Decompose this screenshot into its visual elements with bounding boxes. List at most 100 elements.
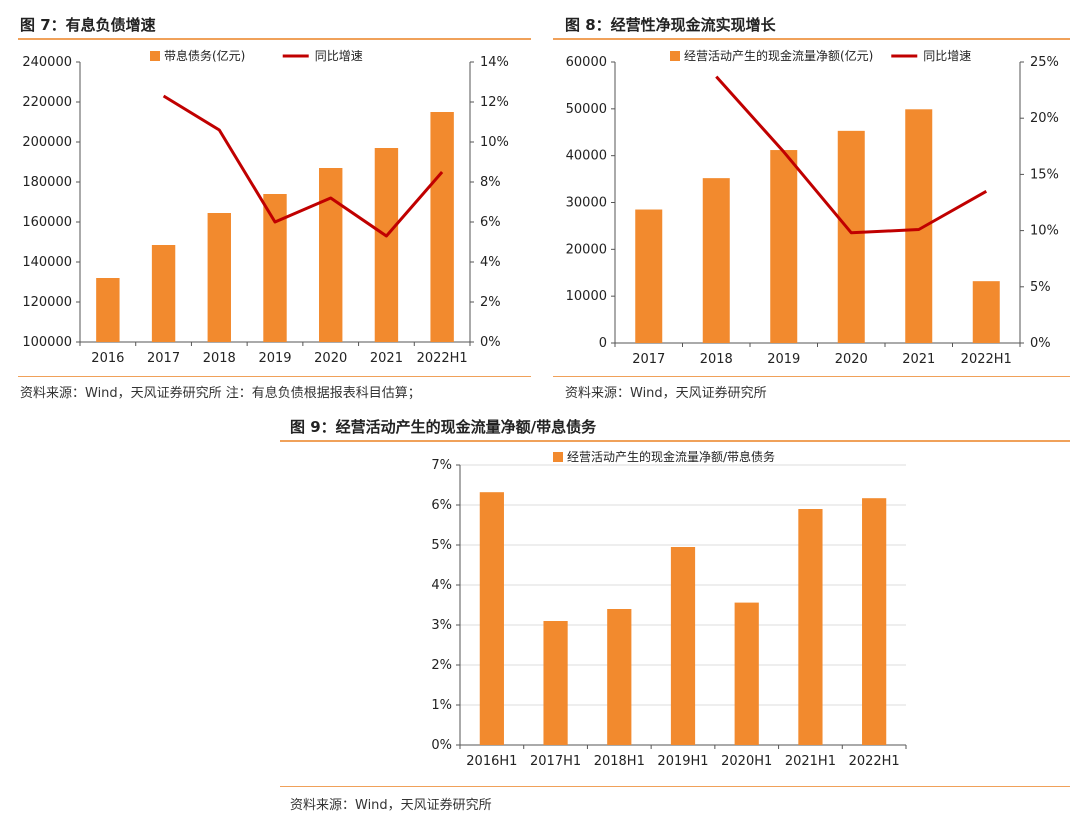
fig8-y-tick-label: 60000 — [566, 55, 607, 70]
fig9-y-tick-label: 7% — [431, 458, 452, 473]
fig7-y2-tick-label: 2% — [480, 295, 501, 310]
fig8-y-tick-label: 50000 — [566, 102, 607, 117]
fig8-growth-line — [715, 75, 988, 235]
fig8-x-tick-label: 2019 — [767, 352, 800, 367]
fig9-x-tick-label: 2018H1 — [594, 754, 645, 769]
fig9-chart: 0% 1% 2% 3% 4% 5% 6% 7% 2016H1 2017H1 2018H1 2019H1… — [431, 449, 907, 769]
fig7-source-note: 资料来源：Wind，天风证券研究所 注：有息负债根据报表科目估算； — [20, 386, 421, 401]
fig7-bottom-rule — [18, 376, 531, 377]
fig8-x-tick-label: 2018 — [700, 352, 733, 367]
fig9-y-tick-label: 6% — [431, 498, 452, 513]
fig8-source-note: 资料来源：Wind，天风证券研究所 — [565, 386, 767, 401]
fig7-y2-tick-label: 14% — [480, 55, 509, 70]
fig8-bottom-rule — [553, 376, 1070, 377]
fig9-x-tick-label: 2017H1 — [530, 754, 581, 769]
fig7-bar — [319, 168, 343, 342]
fig7-y2-tick-label: 10% — [480, 135, 509, 150]
fig7-bar — [263, 194, 287, 342]
fig9-x-tick-label: 2022H1 — [849, 754, 900, 769]
fig9-source-note: 资料来源：Wind，天风证券研究所 — [290, 798, 492, 813]
fig7-bar — [430, 112, 454, 342]
fig7-title-rule — [18, 38, 531, 40]
fig9-bottom-rule — [280, 786, 1070, 787]
fig8-legend-label: 同比增速 — [923, 49, 971, 63]
fig7-y-tick-label: 220000 — [22, 95, 72, 110]
fig8-y2-tick-label: 10% — [1030, 224, 1059, 239]
fig9-legend-bar-swatch — [553, 452, 563, 462]
fig8-y2-tick-label: 20% — [1030, 111, 1059, 126]
fig7-legend-label: 带息债务(亿元) — [164, 48, 245, 63]
fig8-legend-label: 经营活动产生的现金流量净额(亿元) — [684, 48, 873, 63]
fig7-bar — [374, 148, 399, 342]
fig8-title-rule — [553, 38, 1070, 40]
fig9-bar — [862, 498, 887, 745]
fig8-bar — [905, 109, 933, 343]
fig7-bar — [207, 213, 231, 342]
fig9-y-tick-label: 1% — [431, 698, 452, 713]
fig9-legend-label: 经营活动产生的现金流量净额/带息债务 — [567, 449, 775, 464]
fig7-y2-tick-label: 4% — [480, 255, 501, 270]
fig8-y-tick-label: 40000 — [566, 149, 607, 164]
fig9-bar — [479, 492, 504, 745]
fig7-y2-tick-label: 12% — [480, 95, 509, 110]
fig7-y-tick-label: 160000 — [22, 215, 72, 230]
fig8-y-tick-label: 30000 — [566, 196, 607, 211]
fig8-y-tick-label: 10000 — [566, 289, 607, 304]
fig7-y2-tick-label: 8% — [480, 175, 501, 190]
fig7-y-tick-label: 200000 — [22, 135, 72, 150]
fig7-x-tick-label: 2018 — [203, 351, 236, 366]
fig7-x-tick-label: 2019 — [258, 351, 291, 366]
fig7-title: 图 7：有息负债增速 — [20, 16, 156, 34]
fig9-y-tick-label: 0% — [431, 738, 452, 753]
fig9-x-tick-label: 2020H1 — [721, 754, 772, 769]
fig8-chart: 0 10000 20000 30000 40000 50000 60000 2017 2018 2… — [566, 48, 1059, 367]
fig7-x-tick-label: 2021 — [370, 351, 403, 366]
fig9-title-rule — [280, 440, 1070, 442]
fig7-y2-tick-label: 6% — [480, 215, 501, 230]
fig7-y2-tick-label: 0% — [480, 335, 501, 350]
fig9-y-tick-label: 4% — [431, 578, 452, 593]
fig9-bar — [607, 609, 632, 745]
fig9-title: 图 9：经营活动产生的现金流量净额/带息债务 — [290, 418, 597, 436]
fig9-bar — [543, 621, 568, 745]
fig9-bar — [670, 547, 696, 745]
fig8-bar — [635, 209, 663, 343]
fig7-x-tick-label: 2017 — [147, 351, 180, 366]
fig8-x-tick-label: 2021 — [902, 352, 935, 367]
fig8-y2-tick-label: 0% — [1030, 336, 1051, 351]
fig8-bar — [770, 150, 798, 343]
fig7-y-tick-label: 120000 — [22, 295, 72, 310]
fig9-x-tick-label: 2016H1 — [466, 754, 517, 769]
fig7-x-tick-label: 2022H1 — [417, 351, 468, 366]
fig8-y-tick-label: 0 — [599, 336, 607, 351]
fig9-y-tick-label: 3% — [431, 618, 452, 633]
fig8-bar — [702, 178, 730, 343]
fig7-legend-label: 同比增速 — [315, 49, 363, 63]
fig9-bar — [734, 602, 759, 745]
fig7-x-tick-label: 2020 — [314, 351, 347, 366]
fig9-y-tick-label: 2% — [431, 658, 452, 673]
fig8-title: 图 8：经营性净现金流实现增长 — [565, 16, 776, 34]
fig9-x-tick-label: 2019H1 — [657, 754, 708, 769]
fig8-x-tick-label: 2020 — [835, 352, 868, 367]
fig7-growth-line — [162, 94, 444, 238]
fig8-x-tick-label: 2022H1 — [961, 352, 1012, 367]
fig8-y-tick-label: 20000 — [566, 242, 607, 257]
fig8-bar — [837, 130, 865, 343]
fig7-chart: 100000 120000 140000 160000 180000 200000 2200… — [22, 48, 509, 366]
fig7-bar — [96, 278, 120, 342]
fig7-y-tick-label: 180000 — [22, 175, 72, 190]
fig8-y2-tick-label: 5% — [1030, 280, 1051, 295]
fig9-y-tick-label: 5% — [431, 538, 452, 553]
fig9-x-tick-label: 2021H1 — [785, 754, 836, 769]
fig8-bar — [972, 281, 1000, 343]
fig7-y-tick-label: 140000 — [22, 255, 72, 270]
fig8-x-tick-label: 2017 — [632, 352, 665, 367]
fig9-bar — [798, 509, 823, 745]
fig7-x-tick-label: 2016 — [91, 351, 124, 366]
fig7-y-tick-label: 100000 — [22, 335, 72, 350]
fig7-legend-bar-swatch — [150, 51, 160, 61]
fig7-y-tick-label: 240000 — [22, 55, 72, 70]
fig8-y2-tick-label: 15% — [1030, 167, 1059, 182]
fig7-bar — [151, 245, 176, 342]
